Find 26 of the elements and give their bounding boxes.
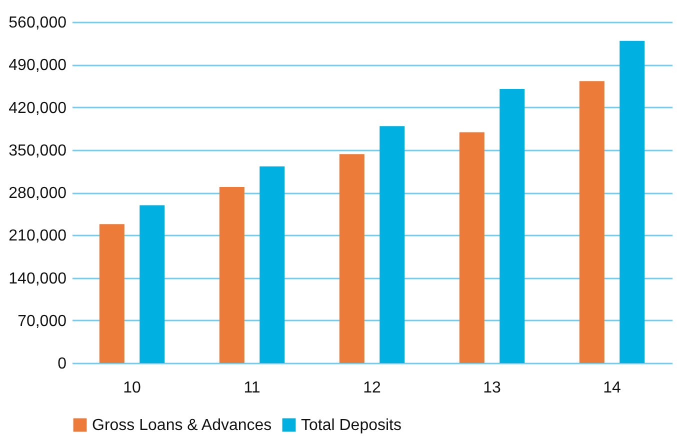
bar [260,166,285,363]
legend-label: Total Deposits [301,417,402,434]
legend-label: Gross Loans & Advances [92,417,272,434]
y-tick-label: 350,000 [8,142,67,160]
bar [339,154,364,363]
x-tick-label: 13 [483,380,501,396]
x-tick-label: 14 [603,380,621,396]
bar [579,81,604,363]
y-tick-label: 560,000 [8,14,67,32]
bar [500,88,525,363]
bar [140,205,165,363]
x-tick-label: 11 [244,380,260,396]
x-tick-label: 10 [123,380,141,396]
bar [620,40,645,363]
y-tick-label: 210,000 [8,228,67,245]
bar [219,187,244,363]
bar [99,224,124,363]
y-tick-label: 420,000 [8,100,67,117]
y-tick-label: 280,000 [8,185,67,202]
y-tick-label: 490,000 [8,57,67,74]
x-tick-label: 12 [363,380,381,396]
bar [459,132,484,363]
y-tick-label: 70,000 [18,312,67,330]
y-tick-label: 0 [58,356,67,372]
y-tick-label: 140,000 [8,270,67,288]
bar [380,126,405,363]
